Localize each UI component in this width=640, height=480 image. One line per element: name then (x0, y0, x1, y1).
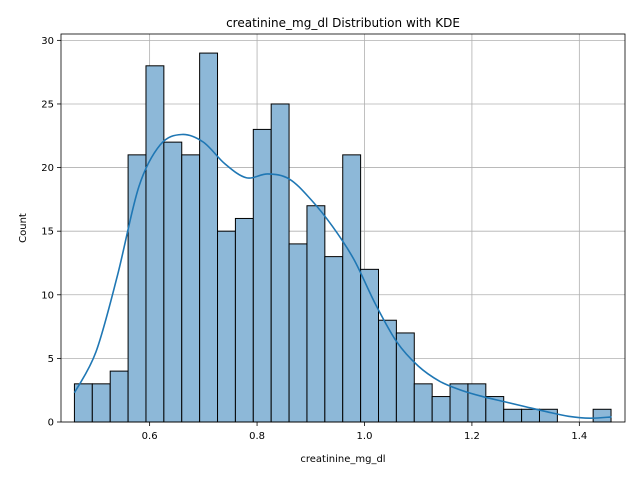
histogram-bar (217, 230, 236, 423)
y-tick-label: 25 (41, 99, 54, 110)
histogram-bar (413, 383, 433, 423)
x-axis-title: creatinine_mg_dl (300, 454, 385, 465)
histogram-bar (288, 243, 308, 423)
histogram-bar (467, 383, 487, 423)
histogram-bar (199, 52, 219, 423)
histogram-bar (109, 370, 129, 423)
y-tick-label: 20 (41, 163, 54, 174)
histogram-bars (73, 52, 612, 423)
histogram-bar (163, 141, 183, 423)
histogram-bar (503, 408, 523, 423)
histogram-bar (145, 65, 165, 423)
y-tick-label: 10 (41, 290, 54, 301)
histogram-bar (234, 217, 254, 423)
x-tick-label: 0.6 (142, 431, 158, 442)
x-tick-label: 1.2 (464, 431, 480, 442)
y-tick-label: 30 (41, 36, 54, 47)
histogram-bar (592, 408, 612, 423)
histogram-bar (378, 319, 397, 423)
y-tick-label: 15 (41, 227, 54, 238)
chart-title: creatinine_mg_dl Distribution with KDE (226, 16, 460, 30)
y-axis-ticks: 0 5 10 15 20 25 30 (41, 36, 61, 429)
plot-frame (60, 33, 626, 423)
y-tick-label: 0 (48, 418, 54, 429)
x-tick-label: 1.4 (571, 431, 587, 442)
y-axis-title: Count (18, 213, 29, 243)
x-tick-label: 1.0 (357, 431, 373, 442)
y-tick-label: 5 (48, 354, 54, 365)
histogram-bar (431, 396, 451, 423)
x-tick-label: 0.8 (249, 431, 265, 442)
histogram-bar (181, 154, 201, 423)
histogram-bar (342, 154, 362, 423)
histogram-bar (324, 256, 344, 423)
histogram-bar (306, 205, 326, 423)
histogram-bar (91, 383, 111, 423)
x-axis-ticks: 0.6 0.8 1.0 1.2 1.4 (142, 422, 587, 442)
histogram-bar (270, 103, 290, 423)
kde-curve (73, 133, 612, 419)
histogram-bar (521, 408, 540, 423)
